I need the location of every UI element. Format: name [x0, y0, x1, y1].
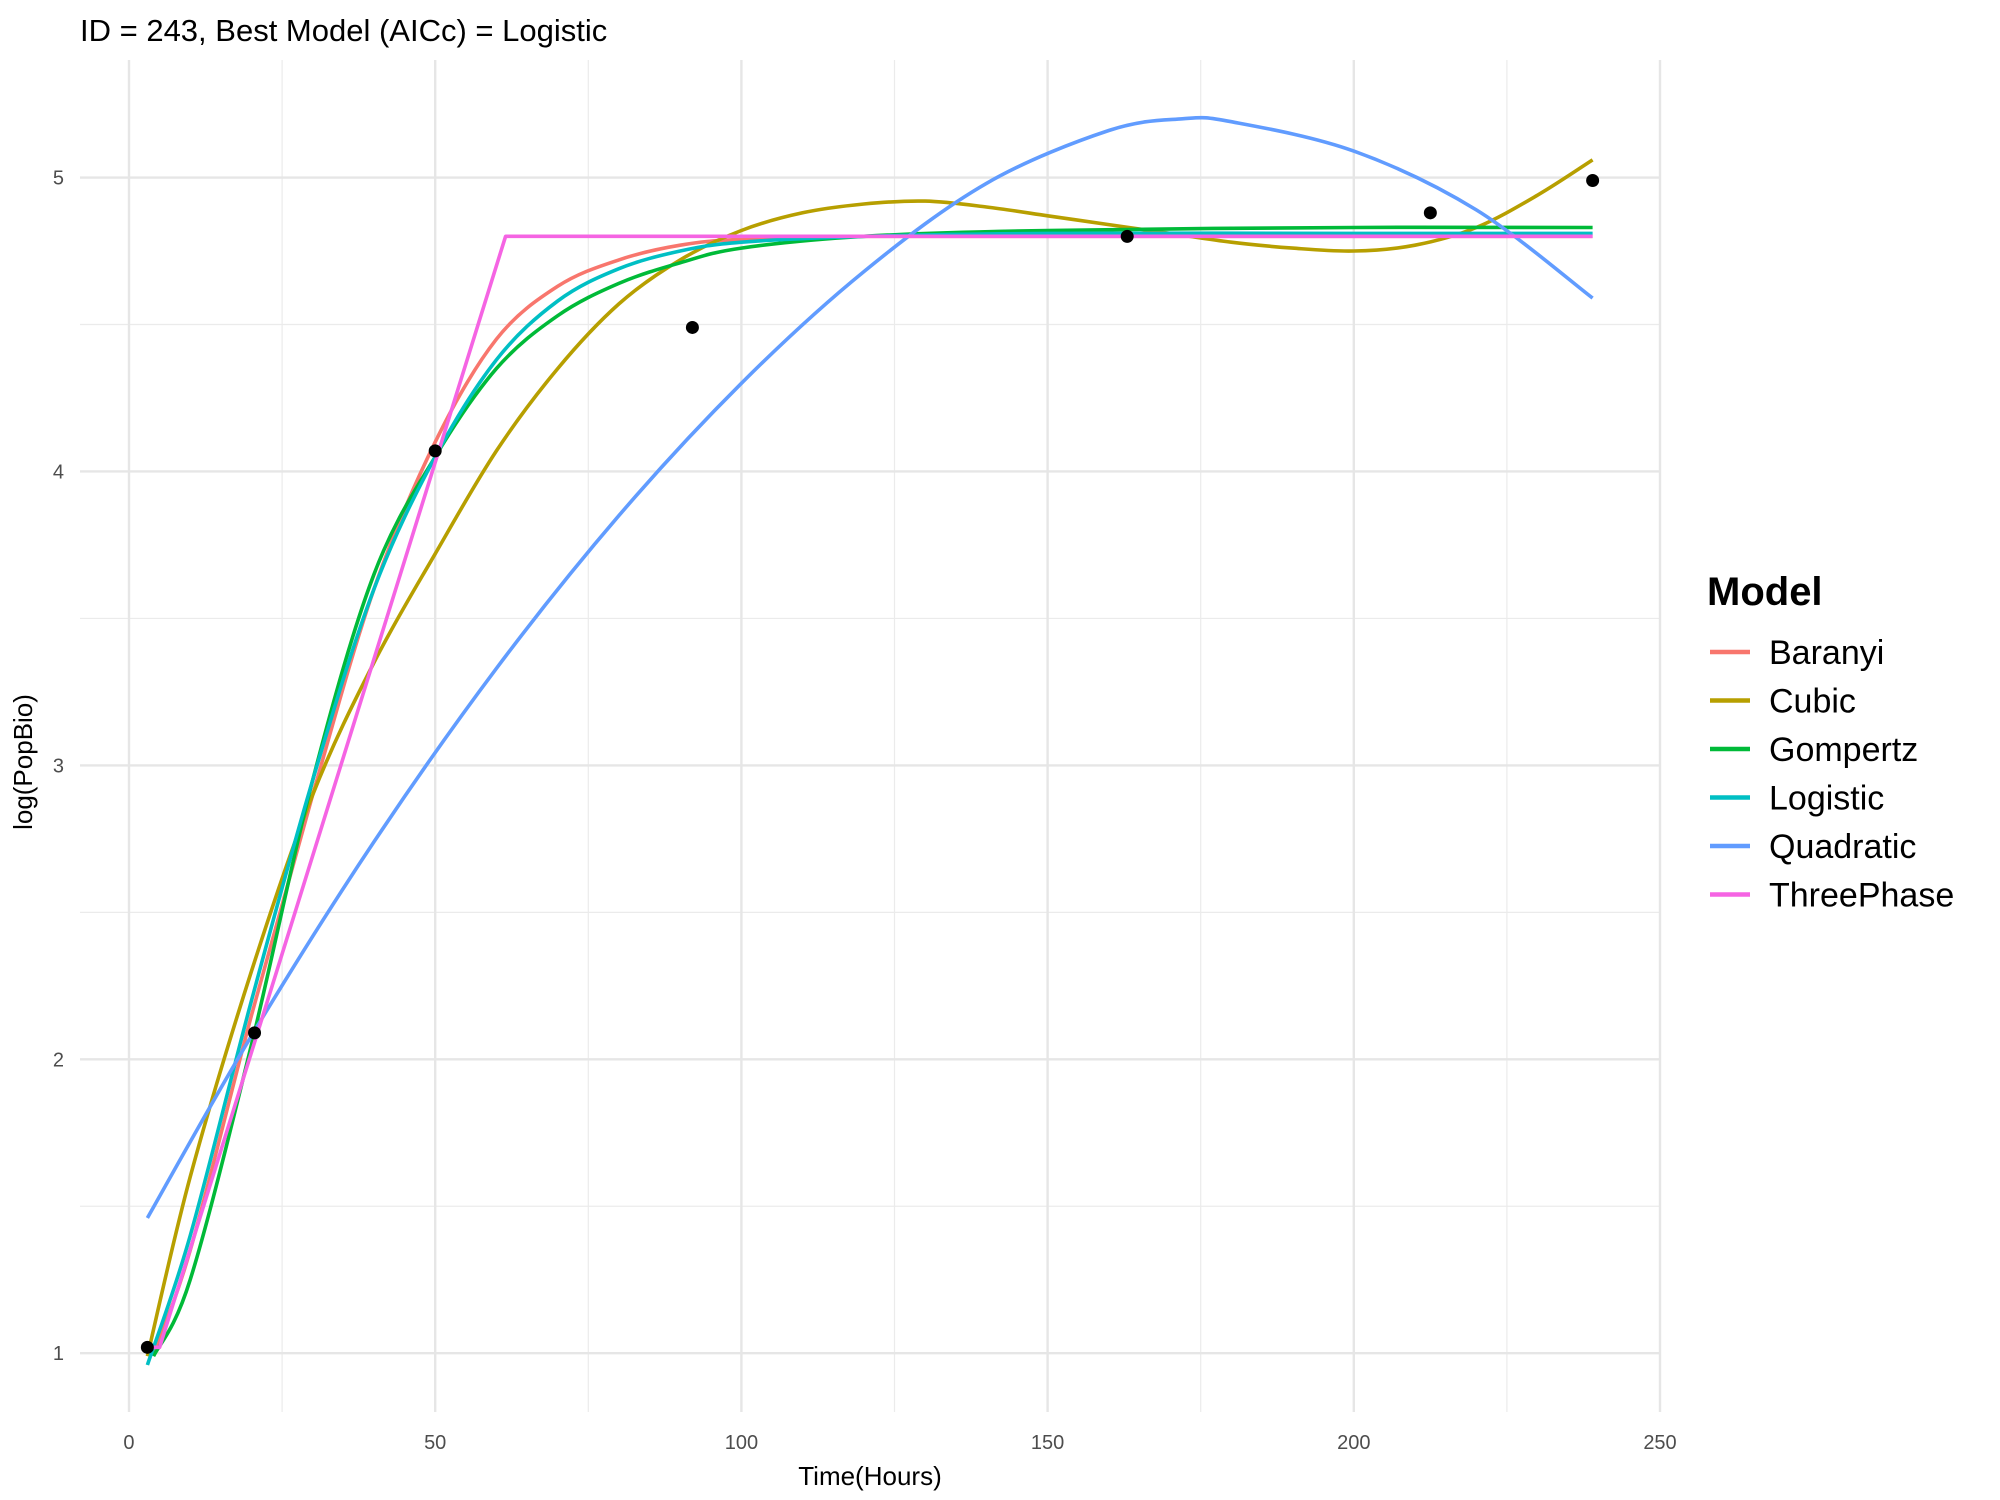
legend-label-threephase: ThreePhase	[1769, 877, 1954, 915]
data-points	[140, 174, 1600, 1354]
y-axis-title: log(PopBio)	[8, 694, 38, 830]
series-line-baranyi	[151, 234, 1593, 1354]
data-point	[428, 444, 442, 458]
y-axis-ticks: 1 2 3 4 5	[53, 168, 64, 1366]
data-point	[685, 320, 699, 334]
series-lines	[145, 115, 1594, 1366]
y-tick-label: 1	[53, 1343, 64, 1365]
legend-label-baranyi: Baranyi	[1769, 634, 1884, 672]
chart-title: ID = 243, Best Model (AICc) = Logistic	[80, 13, 607, 48]
x-tick-label: 150	[1031, 1432, 1064, 1454]
legend-label-quadratic: Quadratic	[1769, 828, 1916, 866]
x-tick-label: 200	[1337, 1432, 1370, 1454]
grid	[80, 60, 1662, 1412]
y-tick-label: 2	[53, 1049, 64, 1071]
x-tick-label: 100	[725, 1432, 758, 1454]
legend-items: Baranyi Cubic Gompertz Logistic Quadratic Thr…	[1710, 634, 1954, 915]
x-tick-label: 50	[424, 1432, 446, 1454]
legend-label-gompertz: Gompertz	[1769, 731, 1918, 769]
data-point	[1423, 206, 1437, 220]
y-tick-label: 5	[53, 168, 64, 190]
series-line-threephase	[153, 234, 1593, 1350]
series-line-logistic	[145, 231, 1593, 1366]
x-axis-title: Time(Hours)	[798, 1461, 941, 1491]
data-point	[140, 1340, 154, 1354]
data-point	[1120, 229, 1134, 243]
legend-title: Model	[1707, 570, 1823, 614]
x-axis-ticks: 0 50 100 150 200 250	[123, 1432, 1676, 1454]
x-tick-label: 250	[1643, 1432, 1676, 1454]
series-line-cubic	[145, 158, 1594, 1357]
data-point	[248, 1026, 262, 1040]
series-line-gompertz	[151, 225, 1593, 1358]
legend: Model Baranyi Cubic Gompertz Logistic Quadra…	[1707, 570, 1954, 915]
data-point	[1586, 174, 1600, 188]
legend-label-logistic: Logistic	[1769, 780, 1884, 818]
series-line-quadratic	[145, 115, 1594, 1219]
x-tick-label: 0	[123, 1432, 134, 1454]
y-tick-label: 4	[53, 461, 64, 483]
y-tick-label: 3	[53, 755, 64, 777]
legend-label-cubic: Cubic	[1769, 683, 1856, 721]
